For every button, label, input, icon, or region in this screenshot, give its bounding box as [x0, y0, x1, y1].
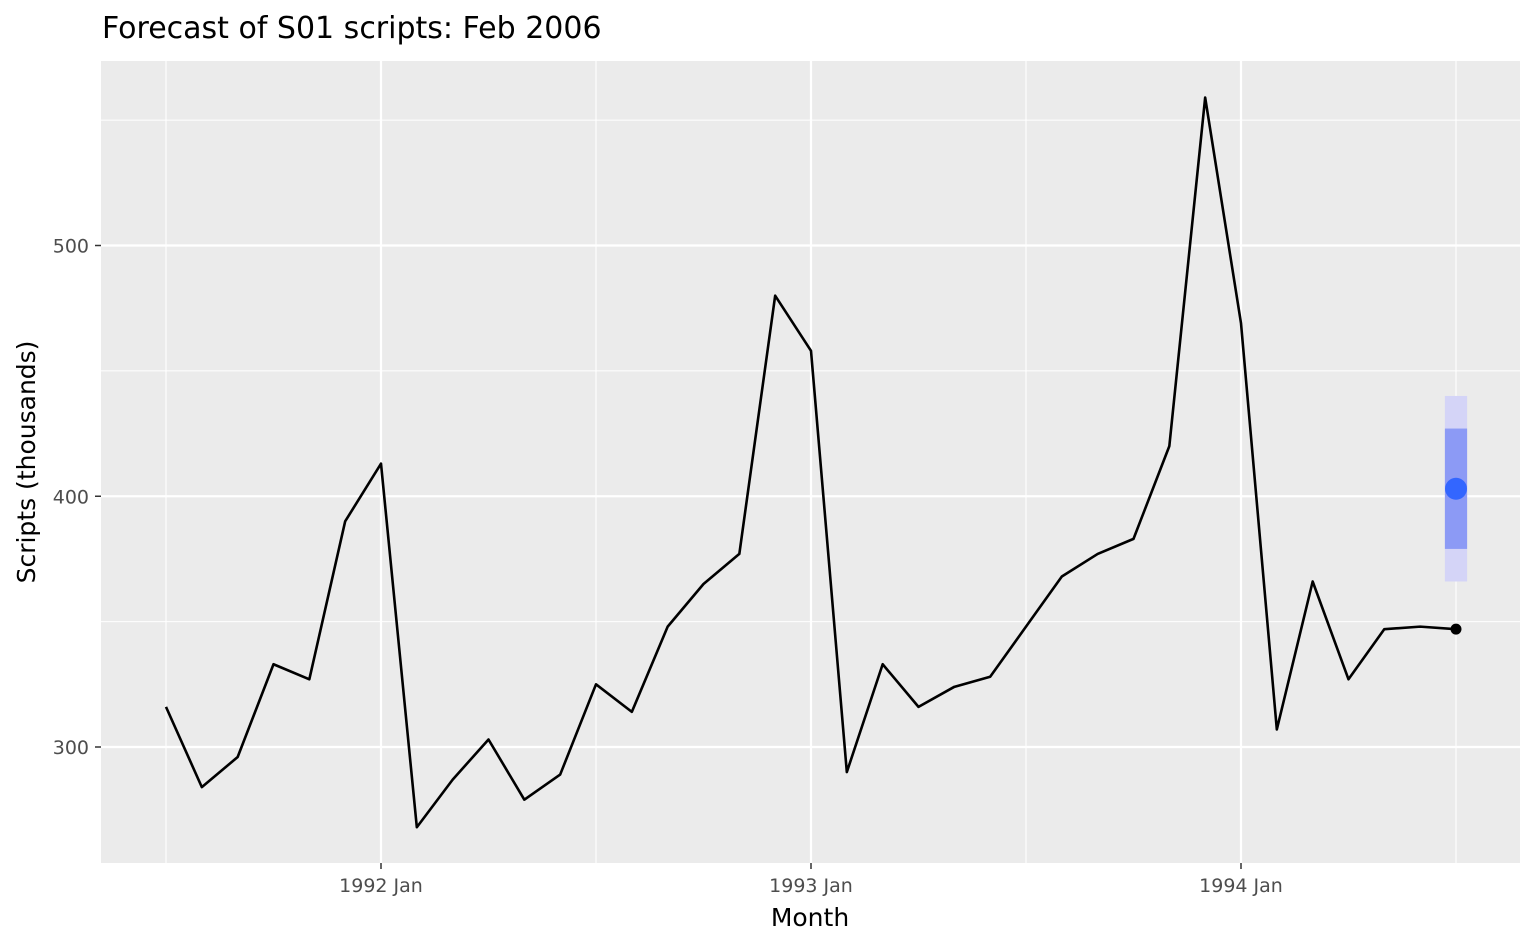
forecast-point: [1445, 477, 1467, 500]
y-tick-label: 300: [53, 737, 89, 759]
y-axis: 300 400 500: [53, 236, 101, 759]
x-axis-title: Month: [771, 903, 849, 932]
x-tick-label: 1992 Jan: [339, 875, 423, 897]
last-observation-point: [1450, 623, 1462, 635]
x-axis: 1992 Jan 1993 Jan 1994 Jan: [339, 863, 1283, 897]
chart-title: Forecast of S01 scripts: Feb 2006: [102, 11, 602, 46]
major-gridlines: [101, 61, 1520, 863]
series-line: [164, 96, 1457, 829]
chart-marks: [164, 96, 1468, 829]
y-tick-label: 500: [53, 236, 89, 258]
y-axis-title: Scripts (thousands): [12, 341, 41, 584]
x-tick-label: 1993 Jan: [769, 875, 853, 897]
y-tick-label: 400: [53, 486, 89, 508]
x-tick-label: 1994 Jan: [1199, 875, 1283, 897]
